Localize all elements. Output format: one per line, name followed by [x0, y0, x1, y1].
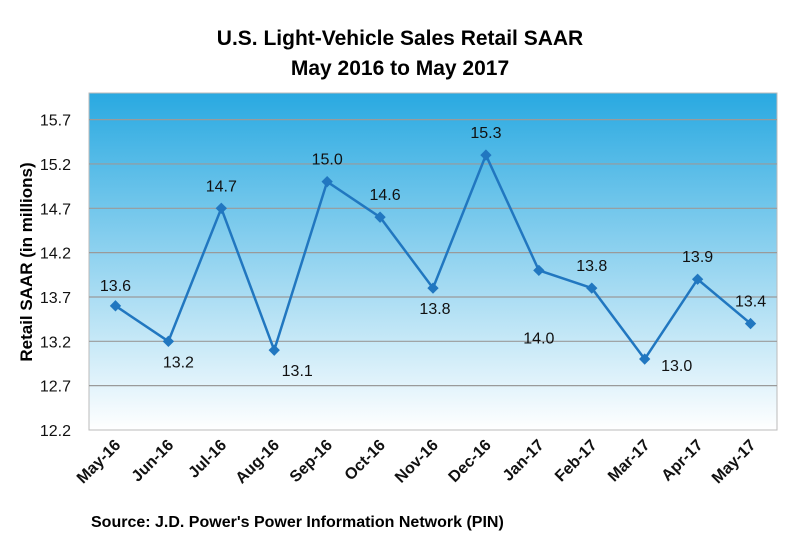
data-point [586, 282, 598, 294]
data-label: 13.1 [282, 363, 313, 380]
data-point [533, 264, 545, 277]
x-tick-label: Dec-16 [446, 437, 495, 486]
y-axis-label: Retail SAAR (in millions) [17, 162, 36, 361]
data-label: 14.7 [206, 178, 237, 195]
source-note: Source: J.D. Power's Power Information N… [91, 514, 504, 531]
data-point [427, 282, 439, 294]
data-point [374, 211, 386, 223]
data-label: 13.4 [735, 294, 766, 311]
y-tick-label: 13.7 [40, 290, 71, 307]
data-point [639, 353, 651, 365]
data-point [215, 202, 227, 214]
data-point [744, 317, 757, 330]
y-tick-label: 12.7 [40, 379, 71, 396]
data-point [321, 176, 333, 188]
y-tick-label: 15.2 [40, 157, 71, 174]
x-tick-label: Jul-16 [185, 437, 230, 482]
y-tick-label: 12.2 [40, 423, 71, 440]
data-label: 13.8 [576, 258, 607, 275]
data-label: 14.0 [523, 330, 554, 347]
data-label: 15.3 [470, 125, 501, 142]
x-tick-label: Aug-16 [233, 437, 283, 487]
data-label: 15.0 [312, 152, 343, 169]
data-point [691, 273, 704, 285]
plot-area [88, 92, 778, 431]
x-tick-label: Jan-17 [500, 437, 548, 485]
x-tick-label: Nov-16 [392, 437, 442, 487]
x-tick-label: Apr-17 [659, 437, 707, 485]
data-label: 14.6 [370, 187, 401, 204]
data-point [162, 335, 175, 347]
y-tick-label: 13.2 [40, 334, 71, 351]
data-label: 13.9 [682, 249, 713, 266]
data-label: 13.2 [163, 354, 194, 371]
x-tick-label: Sep-16 [287, 437, 336, 486]
y-tick-label: 14.2 [40, 246, 71, 263]
y-tick-label: 15.7 [40, 113, 71, 130]
data-point [480, 149, 492, 161]
chart-subtitle: May 2016 to May 2017 [291, 57, 509, 80]
data-point [268, 344, 280, 356]
data-label: 13.6 [100, 278, 131, 295]
x-tick-label: Feb-17 [552, 437, 601, 486]
data-label: 13.8 [419, 301, 450, 318]
chart-title: U.S. Light-Vehicle Sales Retail SAAR [217, 27, 583, 50]
x-tick-label: Mar-17 [605, 437, 654, 486]
data-label: 13.0 [661, 358, 692, 375]
x-tick-label: Oct-16 [342, 437, 389, 484]
x-tick-label: Jun-16 [129, 437, 178, 486]
y-tick-label: 14.7 [40, 201, 71, 218]
x-tick-label: May-17 [709, 437, 759, 487]
x-tick-label: May-16 [74, 437, 124, 487]
